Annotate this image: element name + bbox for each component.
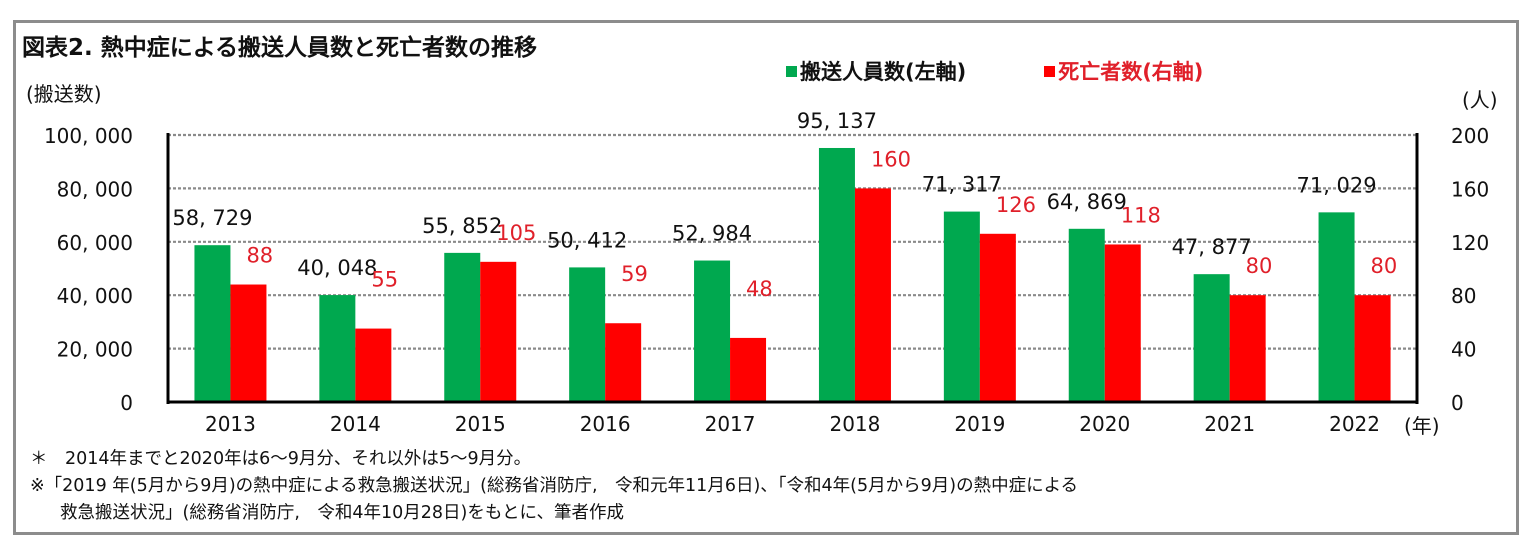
x-tick-label: 2019 xyxy=(954,412,1005,436)
bar-transport-2017 xyxy=(694,260,731,402)
bar-transport-2013 xyxy=(194,245,231,402)
data-label-transport: 52, 984 xyxy=(672,222,752,246)
bar-transport-2014 xyxy=(319,295,356,402)
x-tick-label: 2016 xyxy=(580,412,631,436)
bars xyxy=(194,147,1391,402)
bar-deaths-2021 xyxy=(1229,295,1266,402)
left-tick-label: 0 xyxy=(120,391,133,415)
data-label-transport: 95, 137 xyxy=(797,109,877,133)
left-tick-label: 80, 000 xyxy=(57,177,133,201)
bar-transport-2019 xyxy=(943,211,980,402)
legend-swatch-green-icon xyxy=(786,65,797,77)
axes xyxy=(166,133,1419,404)
right-axis-label: (人) xyxy=(1462,88,1498,112)
left-tick-label: 20, 000 xyxy=(57,338,133,362)
bar-deaths-2015 xyxy=(480,261,517,402)
figure-frame xyxy=(13,20,1519,535)
data-label-deaths: 118 xyxy=(1121,203,1161,227)
data-label-deaths: 88 xyxy=(246,244,273,268)
legend-swatch-red-icon xyxy=(1044,65,1056,77)
bar-transport-2018 xyxy=(818,147,855,402)
x-tick-label: 2015 xyxy=(455,412,506,436)
data-label-deaths: 80 xyxy=(1371,254,1398,278)
left-tick-label: 60, 000 xyxy=(57,231,133,255)
data-label-transport: 47, 877 xyxy=(1172,235,1252,259)
x-tick-label: 2020 xyxy=(1079,412,1130,436)
right-tick-label: 40 xyxy=(1451,338,1476,362)
note-source-1: ※「2019 年(5月から9月)の熱中症による救急搬送状況」(総務省消防庁, 令… xyxy=(30,476,1079,496)
x-tick-label: 2018 xyxy=(829,412,880,436)
left-tick-label: 100, 000 xyxy=(44,124,133,148)
chart-title: 図表2. 熱中症による搬送人員数と死亡者数の推移 xyxy=(22,35,538,61)
left-axis-ticks: 0 20, 000 40, 000 60, 000 80, 000 100, 000 xyxy=(44,124,133,415)
data-label-deaths: 55 xyxy=(371,268,398,292)
x-axis-unit-label: (年) xyxy=(1404,414,1440,438)
data-label-transport: 71, 029 xyxy=(1296,173,1376,197)
data-label-deaths: 48 xyxy=(746,277,773,301)
x-tick-label: 2017 xyxy=(705,412,756,436)
right-tick-label: 160 xyxy=(1451,177,1489,201)
bar-transport-2021 xyxy=(1193,274,1230,402)
x-tick-label: 2013 xyxy=(205,412,256,436)
notes: ＊ 2014年までと2020年は6～9月分、それ以外は5～9月分。 ※「2019… xyxy=(30,446,1078,527)
x-tick-label: 2022 xyxy=(1329,412,1380,436)
legend-item-deaths: 死亡者数(右軸) xyxy=(1044,56,1203,86)
legend-label-transport: 搬送人員数(左軸) xyxy=(800,60,967,84)
bar-deaths-2022 xyxy=(1354,295,1391,402)
right-axis-ticks: 0 40 80 120 160 200 xyxy=(1451,124,1489,415)
data-label-transport: 64, 869 xyxy=(1047,190,1127,214)
data-label-transport: 40, 048 xyxy=(297,256,377,280)
bar-transport-2022 xyxy=(1318,212,1355,402)
note-source-2: 救急搬送状況」(総務省消防庁, 令和4年10月28日)をもとに、筆者作成 xyxy=(60,503,625,523)
data-label-transport: 50, 412 xyxy=(547,228,627,252)
data-label-deaths: 105 xyxy=(496,221,536,245)
data-label-deaths: 160 xyxy=(871,147,911,171)
bar-deaths-2013 xyxy=(230,284,267,402)
right-tick-label: 80 xyxy=(1451,284,1476,308)
x-axis-ticks: 2013 2014 2015 2016 2017 2018 2019 2020 2021 2022… xyxy=(205,412,1440,438)
legend-label-deaths: 死亡者数(右軸) xyxy=(1058,60,1204,84)
bar-transport-2020 xyxy=(1068,228,1105,402)
data-label-deaths: 80 xyxy=(1246,254,1273,278)
left-axis-label: (搬送数) xyxy=(26,82,102,106)
right-tick-label: 0 xyxy=(1451,391,1464,415)
right-tick-label: 200 xyxy=(1451,124,1489,148)
data-label-transport: 71, 317 xyxy=(922,173,1002,197)
legend: 搬送人員数(左軸) 死亡者数(右軸) xyxy=(786,56,1203,86)
bar-transport-2015 xyxy=(444,252,481,402)
bar-transport-2016 xyxy=(569,267,606,402)
right-tick-label: 120 xyxy=(1451,231,1489,255)
data-label-deaths: 126 xyxy=(996,193,1036,217)
x-tick-label: 2014 xyxy=(330,412,381,436)
legend-item-transport: 搬送人員数(左軸) xyxy=(786,56,966,86)
bar-deaths-2016 xyxy=(605,323,642,402)
bar-deaths-2018 xyxy=(854,188,891,402)
data-label-transport: 55, 852 xyxy=(422,214,502,238)
note-period: ＊ 2014年までと2020年は6～9月分、それ以外は5～9月分。 xyxy=(30,449,532,469)
data-label-transport: 58, 729 xyxy=(172,206,252,230)
x-tick-label: 2021 xyxy=(1204,412,1255,436)
left-tick-label: 40, 000 xyxy=(57,284,133,308)
data-label-deaths: 59 xyxy=(621,262,648,286)
bar-deaths-2020 xyxy=(1104,244,1141,402)
bar-deaths-2014 xyxy=(355,328,392,402)
bar-deaths-2017 xyxy=(730,337,767,402)
bar-deaths-2019 xyxy=(979,233,1016,402)
